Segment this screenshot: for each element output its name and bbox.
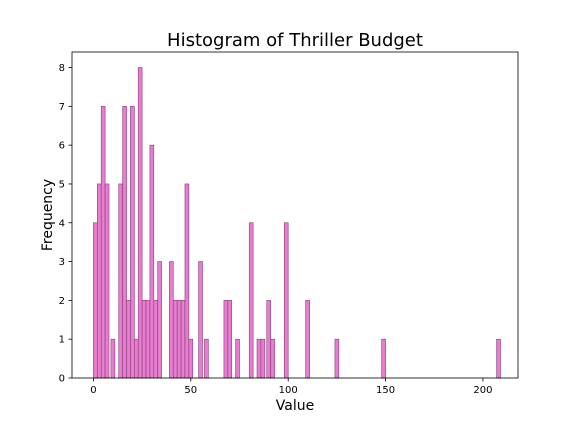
x-axis-label: Value	[276, 398, 314, 414]
histogram-bar-14	[153, 300, 159, 379]
y-tick-label: 0	[59, 374, 65, 385]
x-tick-label: 0	[90, 385, 96, 396]
histogram-bar-31	[270, 338, 275, 379]
histogram-bar-23	[204, 338, 209, 379]
histogram-bar-4	[110, 338, 116, 379]
histogram-bar-24	[223, 300, 229, 379]
y-tick-label: 4	[59, 218, 65, 229]
y-tick-label: 3	[59, 257, 65, 268]
histogram-bar-28	[256, 338, 262, 379]
histogram-bar-10	[137, 67, 143, 379]
y-tick-label: 5	[59, 179, 65, 190]
histogram-bar-6	[122, 106, 127, 379]
histogram-bar-17	[172, 300, 178, 379]
histogram-bar-3	[104, 183, 110, 379]
y-axis-ticks: 0 1 2 3 4 5 6 7 8	[59, 63, 72, 385]
histogram-bar-12	[145, 300, 151, 379]
histogram-bar-11	[141, 300, 147, 379]
y-tick-label: 1	[59, 335, 65, 346]
histogram-bar-35	[381, 338, 386, 379]
histogram-bar-25	[227, 300, 233, 379]
histogram-bar-26	[235, 338, 240, 379]
x-tick-label: 100	[279, 385, 298, 396]
histogram-bar-0	[93, 222, 98, 379]
x-tick-label: 150	[376, 385, 395, 396]
histogram-bar-32	[283, 222, 289, 379]
y-tick-label: 2	[59, 296, 65, 307]
histogram-bar-9	[134, 338, 139, 379]
y-tick-label: 8	[59, 63, 65, 74]
y-axis-label: Frequency	[40, 179, 56, 251]
plot-frame	[71, 51, 519, 379]
histogram-bar-33	[305, 300, 310, 379]
histogram-bar-19	[180, 300, 186, 379]
histogram-bar-7	[126, 300, 131, 379]
chart-title: Histogram of Thriller Budget	[167, 30, 423, 51]
histogram-bar-30	[266, 300, 271, 379]
histogram-bars	[93, 67, 501, 379]
histogram-bar-22	[198, 261, 203, 379]
histogram-bar-1	[97, 183, 102, 379]
histogram-bar-8	[130, 106, 135, 379]
x-tick-label: 50	[184, 385, 197, 396]
y-tick-label: 7	[59, 102, 65, 113]
histogram-bar-15	[157, 261, 162, 379]
histogram-bar-16	[169, 261, 174, 379]
histogram-bar-27	[248, 222, 254, 379]
x-tick-label: 200	[473, 385, 492, 396]
histogram-bar-34	[334, 338, 340, 379]
histogram-bar-13	[149, 144, 155, 379]
x-axis-ticks: 0 50 100 150 200	[90, 378, 492, 396]
histogram-bar-20	[184, 183, 190, 379]
histogram-bar-21	[188, 338, 194, 379]
histogram-bar-2	[100, 106, 106, 379]
histogram-bar-18	[176, 300, 182, 379]
histogram-bar-29	[260, 338, 266, 379]
histogram-bar-36	[496, 338, 501, 379]
y-tick-label: 6	[59, 141, 65, 152]
histogram-bar-5	[118, 183, 123, 379]
